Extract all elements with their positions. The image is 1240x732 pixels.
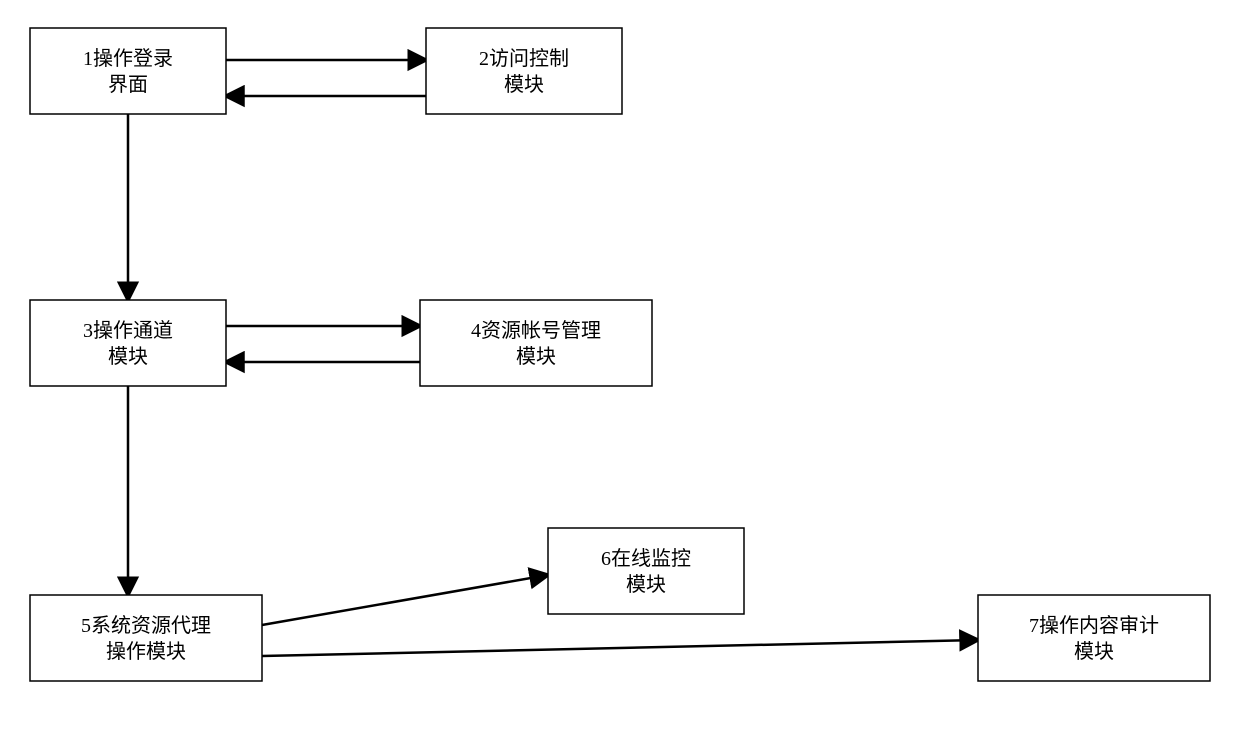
node-label-line2: 模块 [626,573,666,596]
node-label-line1: 1操作登录 [83,47,173,70]
node-n1: 1操作登录界面 [30,28,226,114]
node-n3: 3操作通道模块 [30,300,226,386]
node-box [30,300,226,386]
flowchart-canvas: 1操作登录界面2访问控制模块3操作通道模块4资源帐号管理模块5系统资源代理操作模… [0,0,1240,732]
node-n4: 4资源帐号管理模块 [420,300,652,386]
node-box [30,28,226,114]
edge-n5-n6 [262,575,548,625]
node-box [548,528,744,614]
node-box [30,595,262,681]
node-box [426,28,622,114]
edge-n5-n7 [262,640,978,656]
node-n5: 5系统资源代理操作模块 [30,595,262,681]
node-label-line1: 4资源帐号管理 [471,319,601,342]
node-label-line1: 2访问控制 [479,47,569,70]
node-label-line1: 5系统资源代理 [81,614,211,637]
node-box [978,595,1210,681]
node-n7: 7操作内容审计模块 [978,595,1210,681]
node-label-line1: 3操作通道 [83,319,173,342]
node-label-line2: 界面 [108,74,148,96]
node-label-line2: 模块 [1074,640,1114,663]
node-label-line2: 模块 [504,73,544,96]
node-label-line2: 模块 [516,345,556,368]
nodes-layer: 1操作登录界面2访问控制模块3操作通道模块4资源帐号管理模块5系统资源代理操作模… [30,28,1210,681]
node-box [420,300,652,386]
node-n6: 6在线监控模块 [548,528,744,614]
node-label-line2: 操作模块 [106,640,186,663]
node-label-line1: 6在线监控 [601,547,691,570]
node-label-line2: 模块 [108,345,148,368]
node-label-line1: 7操作内容审计 [1029,614,1159,637]
node-n2: 2访问控制模块 [426,28,622,114]
